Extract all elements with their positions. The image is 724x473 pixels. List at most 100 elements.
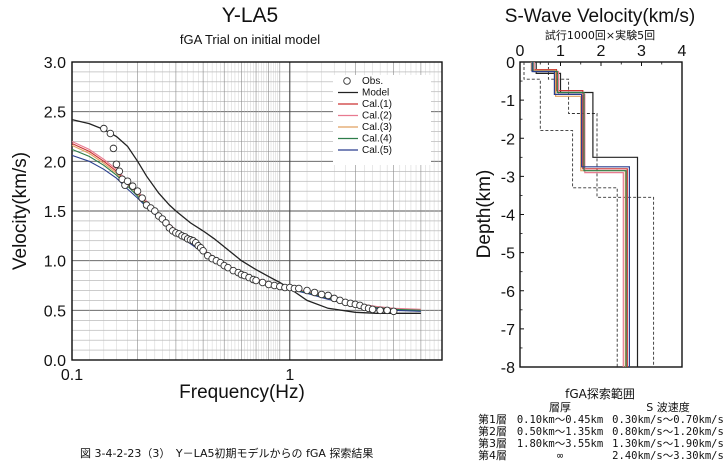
row-velocity: 2.40km/s～3.30km/s	[612, 450, 724, 462]
profile-y-tick-label: -7	[501, 322, 515, 339]
header-velocity: S 波速度	[646, 400, 689, 414]
profile-y-tick-label: -1	[501, 93, 515, 110]
obs-point	[106, 129, 115, 138]
x-tick-label: 0.1	[61, 367, 83, 384]
profile-title: S-Wave Velocity(km/s)	[505, 6, 695, 27]
obs-point	[252, 276, 260, 285]
row-velocity: 1.30km/s～1.90km/s	[612, 438, 724, 450]
series-line-model	[71, 118, 421, 314]
y-tick-label: 0.0	[44, 353, 66, 370]
profile-line-model	[535, 62, 639, 367]
chart-title: Y-LA5	[222, 4, 278, 27]
profile-series	[523, 62, 655, 367]
row-layer: 第4層	[478, 448, 507, 462]
obs-point	[123, 177, 132, 185]
search-range-title: fGA探索範囲	[565, 386, 635, 401]
obs-point	[100, 124, 108, 133]
series-line-cal-1-	[71, 143, 421, 311]
profile-x-tick-label: 2	[597, 43, 606, 60]
obs-point	[303, 286, 311, 295]
profile-line-cal-2-	[533, 62, 624, 367]
search-range-rows: 第1層 0.10km～0.45km 0.30km/s～0.70km/s 第2層 0.50…	[478, 412, 724, 462]
profile-x-tick-label: 3	[637, 43, 646, 60]
y-tick-label: 1.5	[44, 204, 66, 221]
y-axis-label: Velocity(km/s)	[10, 152, 31, 270]
row-thickness: 1.80km～3.55km	[517, 438, 603, 450]
row-layer: 第1層	[478, 412, 507, 426]
series-line-cal-4-	[71, 148, 421, 311]
x-tick-label: 1	[285, 367, 294, 384]
row-velocity: 0.30km/s～0.70km/s	[612, 414, 724, 426]
row-layer: 第2層	[478, 424, 507, 438]
obs-point	[295, 284, 303, 293]
legend-label: Obs.	[362, 76, 383, 87]
obs-point	[376, 306, 384, 315]
figure-caption: 図 3-4-2-23（3） Y－LA5初期モデルからの fGA 探索結果	[80, 446, 373, 460]
profile-y-tick-label: 0	[506, 55, 515, 72]
profile-x-tick-label: 1	[556, 43, 565, 60]
plot-frame	[71, 61, 443, 361]
x-axis-label: Frequency(Hz)	[179, 382, 305, 403]
obs-point	[389, 307, 398, 316]
obs-point	[258, 278, 267, 287]
profile-line-search-range-min	[523, 62, 618, 367]
obs-point	[133, 187, 142, 195]
search-range-table: fGA探索範囲 層厚 S 波速度 第1層 0.10km～0.45km 0.30km/…	[478, 386, 724, 462]
legend: Obs.ModelCal.(1)Cal.(2)Cal.(3)Cal.(4)Cal…	[333, 75, 431, 165]
legend-label: Cal.(3)	[362, 122, 392, 133]
profile-y-tick-label: -8	[501, 360, 515, 377]
obs-point	[368, 305, 377, 314]
series-line-cal-2-	[71, 141, 421, 310]
obs-point	[383, 306, 391, 315]
profile-frame	[519, 61, 683, 368]
obs-point	[138, 194, 146, 202]
profile-y-axis-label: Depth(km)	[474, 170, 495, 259]
obs-point	[199, 246, 207, 255]
obs-points	[100, 124, 398, 316]
profile-x-tick-label: 4	[678, 43, 687, 60]
y-tick-label: 3.0	[44, 55, 66, 72]
profile-y-tick-label: -6	[501, 284, 515, 301]
profile-line-cal-1-	[531, 62, 628, 367]
legend-label: Cal.(5)	[362, 145, 392, 156]
profile-y-tick-label: -4	[501, 208, 515, 225]
profile-y-ticks: 0 -1 -2 -3 -4 -5 -6 -7 -8	[501, 55, 524, 377]
profile-x-tick-label: 0	[516, 43, 525, 60]
y-tick-label: 1.0	[44, 254, 66, 271]
legend-label: Model	[362, 88, 389, 99]
velocity-profile-chart: S-Wave Velocity(km/s) 試行1000回×実験5回 0 1 2 3 4…	[474, 6, 695, 377]
obs-point	[151, 207, 159, 215]
obs-point	[115, 167, 124, 176]
header-thickness: 層厚	[549, 401, 571, 414]
row-thickness: ∞	[557, 450, 563, 462]
profile-line-cal-4-	[532, 62, 627, 367]
obs-point	[162, 219, 170, 227]
legend-label: Cal.(1)	[362, 99, 392, 110]
obs-point	[109, 144, 118, 153]
series-line-cal-3-	[71, 144, 421, 311]
row-thickness: 0.50km～1.35km	[517, 426, 603, 438]
row-thickness: 0.10km～0.45km	[517, 414, 603, 426]
obs-point	[310, 288, 319, 297]
profile-y-tick-label: -3	[501, 169, 515, 186]
x-tick-labels: 0.1 1	[61, 367, 294, 384]
profile-y-tick-label: -2	[501, 131, 515, 148]
obs-point	[128, 182, 137, 190]
dispersion-chart: Y-LA5 fGA Trial on initial model 0.0 0.5 1…	[10, 4, 443, 403]
legend-label: Cal.(4)	[362, 134, 392, 145]
profile-line-cal-3-	[530, 62, 626, 367]
chart-subtitle: fGA Trial on initial model	[180, 32, 320, 47]
profile-x-ticks: 0 1 2 3 4	[516, 43, 687, 66]
obs-point	[112, 160, 121, 169]
row-velocity: 0.80km/s～1.20km/s	[612, 426, 724, 438]
profile-y-tick-label: -5	[501, 246, 515, 263]
y-tick-label: 2.5	[44, 105, 66, 122]
row-layer: 第3層	[478, 436, 507, 450]
profile-line-cal-5-	[531, 62, 631, 367]
obs-point	[324, 291, 332, 300]
legend-marker	[343, 77, 351, 85]
profile-subtitle: 試行1000回×実験5回	[545, 28, 655, 42]
y-tick-label: 0.5	[44, 303, 66, 320]
obs-point	[317, 290, 326, 299]
